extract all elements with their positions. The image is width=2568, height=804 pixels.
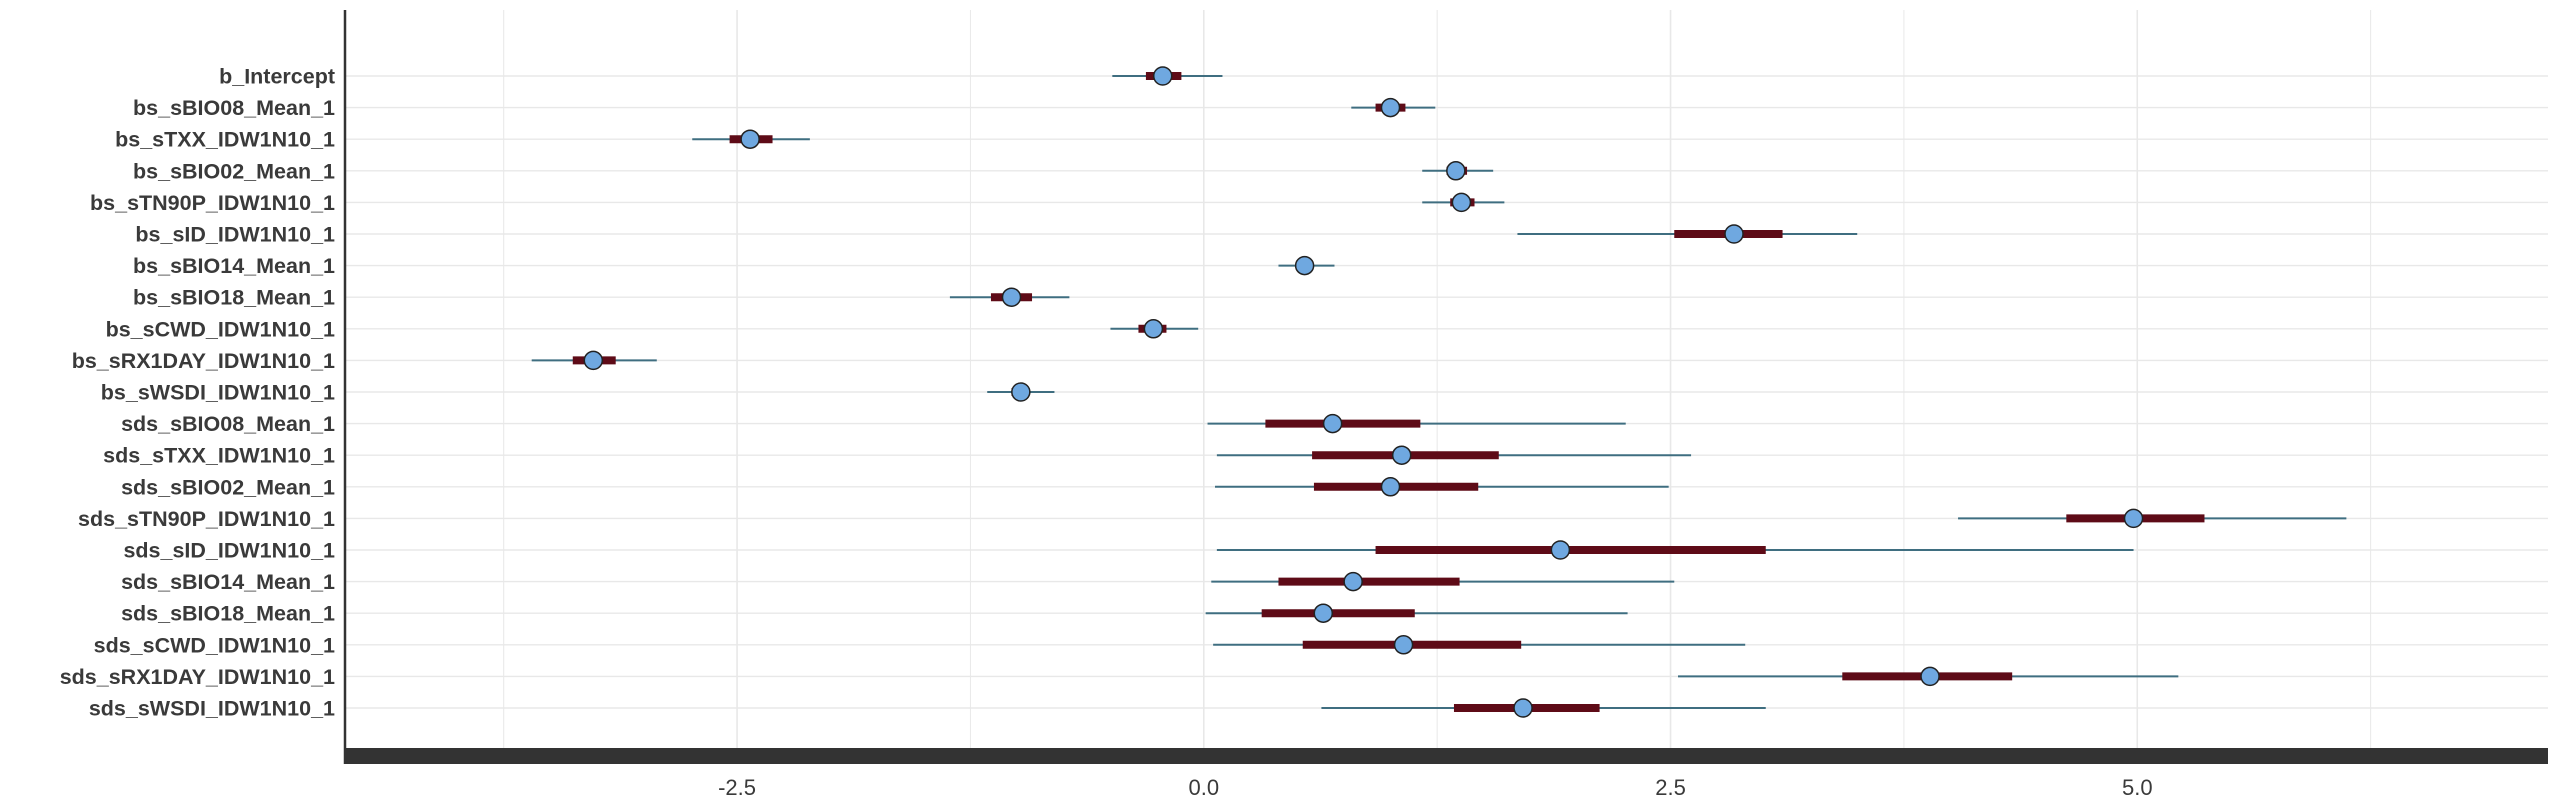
point-estimate	[1143, 319, 1164, 339]
parameter-interval	[1211, 571, 1675, 592]
parameter-interval	[1351, 97, 1436, 118]
parameter-interval	[1958, 508, 2347, 529]
parameter-interval	[1278, 255, 1335, 276]
parameter-interval	[1216, 445, 1692, 465]
parameter-label: bs_sBIO14_Mean_1	[133, 254, 335, 278]
parameter-label: bs_sBIO02_Mean_1	[133, 159, 335, 183]
point-estimate	[1313, 603, 1334, 623]
x-tick-label: 5.0	[2122, 775, 2153, 800]
point-estimate	[1294, 255, 1315, 276]
x-tick-labels: -2.5 0.0 2.5 5.0	[718, 775, 2152, 800]
parameter-label: b_Intercept	[219, 65, 335, 89]
parameter-labels: b_Intercept bs_sBIO08_Mean_1 bs_sTXX_IDW1N…	[60, 65, 335, 721]
parameter-label: sds_sBIO08_Mean_1	[121, 412, 335, 436]
point-estimate	[740, 129, 760, 149]
x-tick-label: -2.5	[718, 775, 756, 800]
parameter-label: bs_sTXX_IDW1N10_1	[115, 128, 335, 152]
point-estimate	[1380, 97, 1401, 118]
point-estimate	[583, 350, 604, 371]
parameter-interval	[1321, 698, 1766, 718]
parameter-interval	[1216, 540, 2134, 560]
parameter-interval	[1110, 319, 1199, 339]
point-estimate	[1322, 413, 1343, 434]
parameter-interval	[692, 129, 810, 149]
point-estimate	[1393, 635, 1414, 655]
parameter-label: bs_sTN90P_IDW1N10_1	[90, 191, 335, 215]
vertical-gridlines	[503, 10, 2372, 748]
parameter-label: sds_sTN90P_IDW1N10_1	[78, 507, 335, 531]
parameter-label: sds_sWSDI_IDW1N10_1	[89, 697, 335, 721]
x-axis-bar	[345, 748, 2548, 764]
parameter-interval	[1207, 413, 1626, 434]
parameter-label: sds_sTXX_IDW1N10_1	[103, 444, 335, 468]
point-estimate	[2123, 508, 2144, 529]
parameter-label: sds_sBIO18_Mean_1	[121, 602, 335, 626]
parameter-label: bs_sRX1DAY_IDW1N10_1	[72, 349, 335, 373]
point-estimate	[1391, 445, 1412, 465]
parameter-interval	[949, 287, 1070, 307]
parameter-interval	[1422, 192, 1505, 213]
parameter-label: bs_sWSDI_IDW1N10_1	[101, 381, 335, 405]
parameter-interval	[987, 382, 1055, 402]
parameter-label: sds_sBIO02_Mean_1	[121, 475, 335, 499]
point-estimate	[1513, 698, 1533, 718]
parameter-interval	[1213, 635, 1746, 655]
point-estimate	[1451, 192, 1472, 213]
parameter-label: bs_sCWD_IDW1N10_1	[106, 317, 335, 341]
parameter-label: bs_sBIO08_Mean_1	[133, 96, 335, 120]
x-tick-label: 0.0	[1188, 775, 1219, 800]
parameter-label: sds_sRX1DAY_IDW1N10_1	[60, 665, 335, 689]
point-estimate	[1920, 666, 1940, 687]
parameter-interval	[1214, 477, 1669, 497]
point-estimate	[1550, 540, 1571, 560]
parameter-label: bs_sID_IDW1N10_1	[135, 223, 335, 247]
parameter-label: sds_sBIO14_Mean_1	[121, 570, 335, 594]
parameter-interval	[531, 350, 657, 371]
parameter-intervals	[531, 66, 2347, 718]
point-estimate	[1380, 477, 1401, 497]
point-estimate	[1724, 224, 1744, 244]
parameter-label: sds_sID_IDW1N10_1	[123, 539, 335, 563]
parameter-interval	[1205, 603, 1628, 623]
x-tick-label: 2.5	[1655, 775, 1686, 800]
parameter-interval	[1422, 161, 1494, 181]
parameter-interval	[1678, 666, 2179, 687]
parameter-label: sds_sCWD_IDW1N10_1	[94, 633, 335, 657]
parameter-interval	[1517, 224, 1858, 244]
parameter-interval	[1112, 66, 1223, 86]
point-estimate	[1011, 382, 1031, 402]
point-estimate	[1446, 161, 1466, 181]
point-estimate	[1001, 287, 1022, 307]
parameter-label: bs_sBIO18_Mean_1	[133, 286, 335, 310]
point-estimate	[1152, 66, 1173, 86]
point-estimate	[1343, 571, 1363, 592]
